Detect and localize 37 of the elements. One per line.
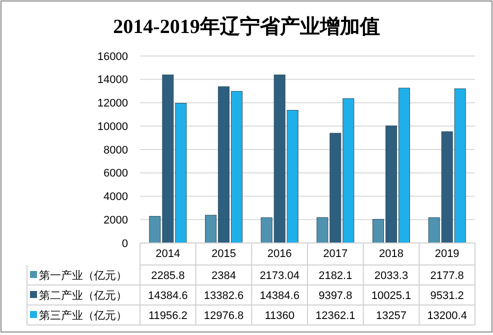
data-label: 10025.1 [371, 290, 412, 302]
y-tick-label: 14000 [97, 74, 128, 86]
data-label: 2384 [212, 270, 236, 282]
data-label: 12976.8 [204, 310, 244, 322]
data-label: 11360 [264, 310, 294, 322]
y-tick-label: 16000 [97, 50, 128, 63]
y-tick-label: 6000 [104, 168, 128, 180]
x-tick-label: 2014 [156, 248, 180, 260]
data-label: 2177.8 [430, 270, 464, 282]
data-label: 14384.6 [260, 290, 300, 302]
legend-label: 第三产业（亿元） [39, 309, 127, 322]
y-tick-label: 0 [122, 238, 128, 250]
data-label: 9397.8 [318, 290, 352, 302]
y-tick-label: 2000 [104, 214, 128, 226]
data-label: 13200.4 [427, 310, 467, 322]
x-tick-label: 2017 [323, 248, 348, 260]
y-tick-label: 8000 [104, 144, 128, 156]
legend-label: 第二产业（亿元） [39, 289, 127, 302]
x-tick-label: 2019 [434, 248, 460, 260]
data-label: 2033.3 [374, 270, 408, 282]
data-label: 2285.8 [151, 270, 185, 282]
x-tick-label: 2016 [267, 248, 292, 260]
data-label: 2173.04 [260, 270, 300, 282]
chart-title: 2014-2019年辽宁省产业增加值 [113, 15, 380, 38]
y-tick-label: 4000 [104, 191, 128, 204]
y-tick-label: 12000 [97, 98, 128, 110]
data-label: 12362.1 [316, 310, 356, 322]
data-label: 14384.6 [148, 290, 188, 302]
x-tick-label: 2015 [212, 248, 236, 260]
x-tick-label: 2018 [379, 248, 404, 260]
data-label: 2182.1 [318, 270, 352, 282]
data-label: 9531.2 [430, 290, 464, 302]
legend-label: 第一产业（亿元） [39, 269, 127, 282]
data-label: 13382.6 [204, 290, 244, 302]
data-label: 11956.2 [148, 310, 188, 322]
data-label: 13257 [376, 310, 407, 322]
y-tick-label: 10000 [97, 120, 128, 133]
